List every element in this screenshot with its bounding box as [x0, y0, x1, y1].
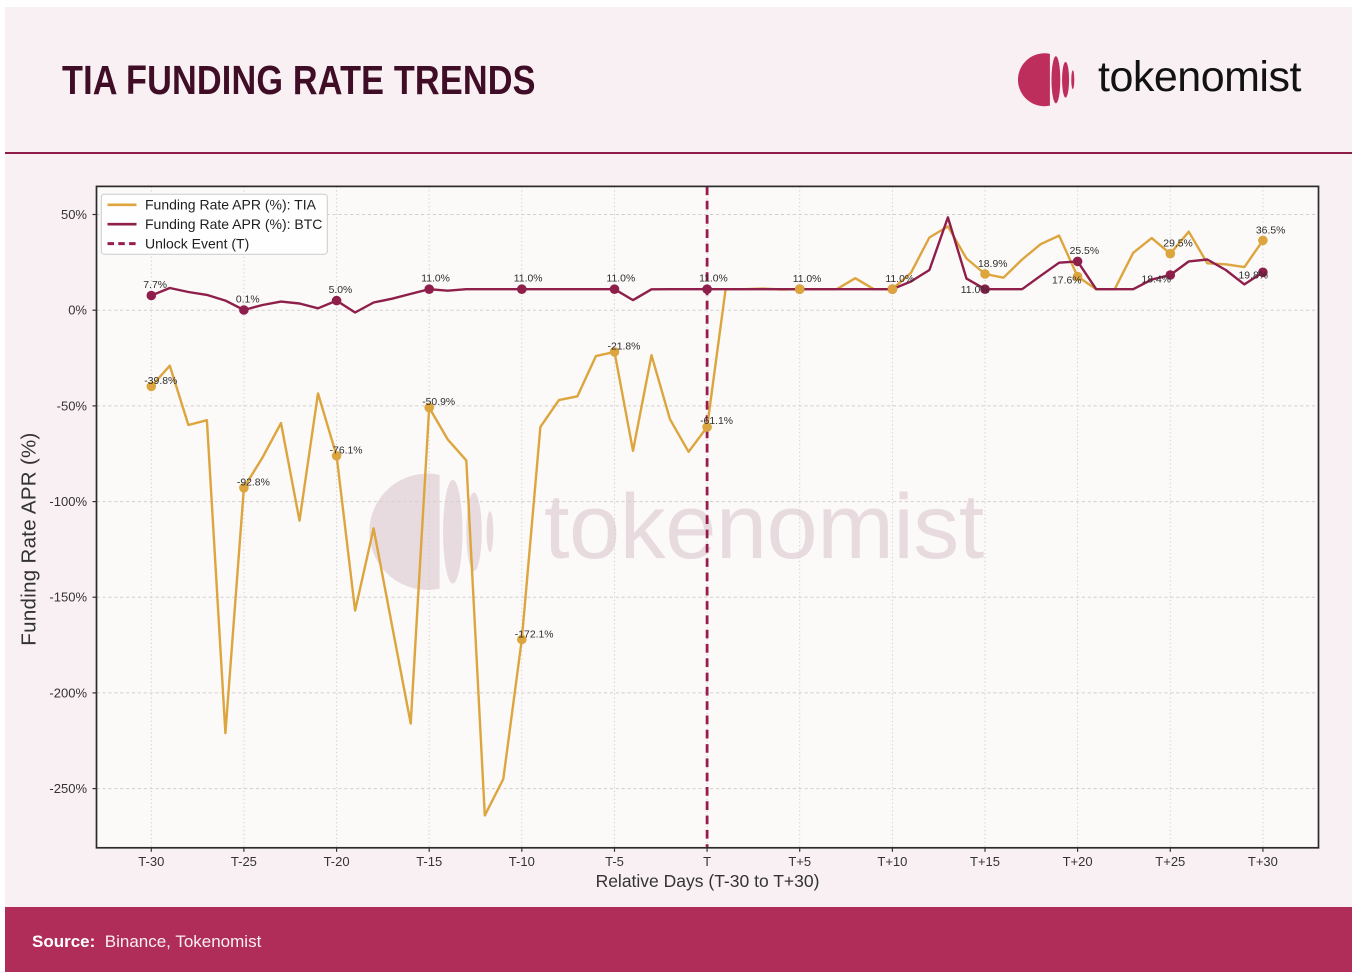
- svg-text:-50.9%: -50.9%: [422, 397, 455, 408]
- svg-text:-61.1%: -61.1%: [700, 416, 733, 427]
- svg-text:T+15: T+15: [970, 854, 1000, 869]
- svg-text:T+5: T+5: [788, 854, 811, 869]
- svg-text:11.0%: 11.0%: [607, 274, 636, 285]
- svg-text:11.0%: 11.0%: [699, 274, 728, 285]
- svg-text:T-30: T-30: [138, 854, 164, 869]
- svg-text:-50%: -50%: [57, 398, 88, 413]
- svg-text:Unlock Event (T): Unlock Event (T): [145, 235, 249, 251]
- svg-text:T-10: T-10: [509, 854, 535, 869]
- svg-text:11.0%: 11.0%: [514, 274, 543, 285]
- svg-text:7.7%: 7.7%: [143, 280, 167, 291]
- svg-text:-92.8%: -92.8%: [237, 477, 270, 488]
- svg-text:36.5%: 36.5%: [1256, 225, 1285, 236]
- svg-text:25.5%: 25.5%: [1070, 246, 1099, 257]
- svg-text:T-25: T-25: [231, 854, 257, 869]
- svg-text:11.0%: 11.0%: [793, 274, 822, 285]
- svg-text:-76.1%: -76.1%: [330, 445, 363, 456]
- svg-text:-172.1%: -172.1%: [515, 630, 554, 641]
- svg-text:17.6%: 17.6%: [1052, 276, 1081, 287]
- svg-text:T+25: T+25: [1155, 854, 1185, 869]
- svg-text:-200%: -200%: [49, 685, 87, 700]
- svg-text:0.1%: 0.1%: [236, 295, 260, 306]
- svg-text:-39.8%: -39.8%: [144, 376, 177, 387]
- svg-text:-100%: -100%: [49, 494, 87, 509]
- svg-text:Funding Rate APR (%): BTC: Funding Rate APR (%): BTC: [145, 216, 322, 232]
- svg-text:11.0%: 11.0%: [961, 285, 990, 296]
- svg-text:tokenomist: tokenomist: [544, 476, 984, 578]
- svg-text:-150%: -150%: [49, 590, 87, 605]
- svg-text:Funding Rate APR (%): TIA: Funding Rate APR (%): TIA: [145, 197, 317, 213]
- svg-text:T+20: T+20: [1063, 854, 1093, 869]
- svg-text:T+30: T+30: [1248, 854, 1278, 869]
- svg-text:11.0%: 11.0%: [885, 274, 914, 285]
- svg-text:50%: 50%: [61, 207, 87, 222]
- svg-text:29.5%: 29.5%: [1163, 239, 1192, 250]
- svg-text:Relative Days (T-30 to T+30): Relative Days (T-30 to T+30): [596, 871, 820, 891]
- svg-text:18.4%: 18.4%: [1142, 275, 1171, 286]
- svg-text:T: T: [703, 854, 711, 869]
- svg-text:5.0%: 5.0%: [329, 285, 353, 296]
- svg-text:-250%: -250%: [49, 781, 87, 796]
- svg-text:18.9%: 18.9%: [978, 259, 1007, 270]
- svg-text:T-15: T-15: [416, 854, 442, 869]
- svg-text:0%: 0%: [68, 303, 87, 318]
- svg-text:19.8%: 19.8%: [1239, 271, 1268, 282]
- svg-text:T+10: T+10: [877, 854, 907, 869]
- svg-text:Funding Rate APR (%): Funding Rate APR (%): [18, 432, 41, 645]
- svg-text:-21.8%: -21.8%: [608, 341, 641, 352]
- svg-text:T-20: T-20: [324, 854, 350, 869]
- svg-text:T-5: T-5: [605, 854, 624, 869]
- svg-text:11.0%: 11.0%: [421, 274, 450, 285]
